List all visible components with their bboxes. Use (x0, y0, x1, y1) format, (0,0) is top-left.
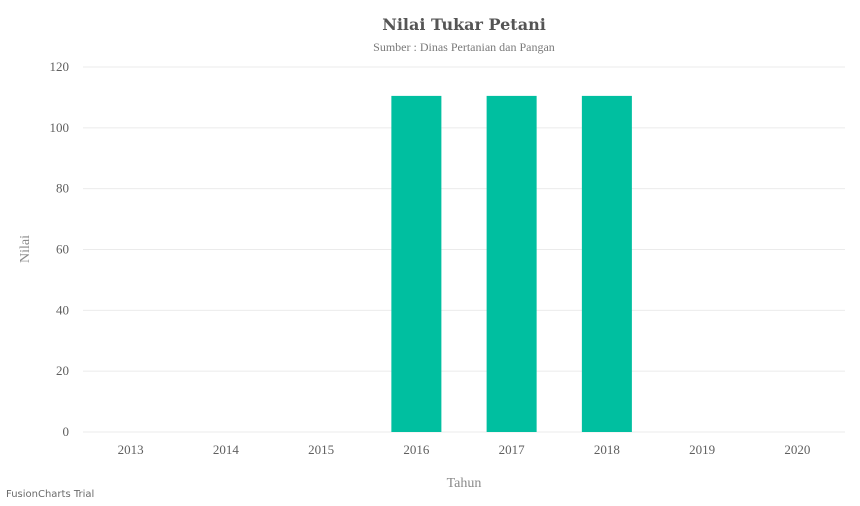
bars (391, 95, 632, 432)
y-axis-ticks: 0 20 40 60 80 100 120 (50, 59, 70, 439)
y-tick-label: 40 (56, 302, 69, 317)
y-tick-label: 80 (56, 181, 69, 196)
y-tick-label: 120 (50, 59, 70, 74)
bar-2018[interactable] (581, 95, 632, 432)
x-axis-ticks: 2013 2014 2015 2016 2017 2018 2019 2020 (118, 442, 811, 457)
chart-subtitle: Sumber : Dinas Pertanian dan Pangan (373, 40, 555, 54)
x-tick-label: 2020 (784, 442, 810, 457)
x-tick-label: 2017 (499, 442, 526, 457)
y-tick-label: 60 (56, 242, 69, 257)
x-tick-label: 2018 (594, 442, 620, 457)
bar-2016[interactable] (391, 95, 442, 432)
x-axis-title: Tahun (447, 476, 482, 491)
fusioncharts-trial-credit: FusionCharts Trial (6, 489, 95, 500)
bar-2017[interactable] (486, 95, 537, 432)
y-tick-label: 100 (50, 120, 70, 135)
x-tick-label: 2013 (118, 442, 144, 457)
x-tick-label: 2015 (308, 442, 334, 457)
y-tick-label: 20 (56, 363, 69, 378)
chart-title: Nilai Tukar Petani (382, 15, 546, 34)
x-tick-label: 2014 (213, 442, 240, 457)
y-tick-label: 0 (63, 424, 70, 439)
x-tick-label: 2016 (403, 442, 430, 457)
gridlines (83, 66, 845, 433)
y-axis-title: Nilai (18, 235, 33, 263)
x-tick-label: 2019 (689, 442, 715, 457)
